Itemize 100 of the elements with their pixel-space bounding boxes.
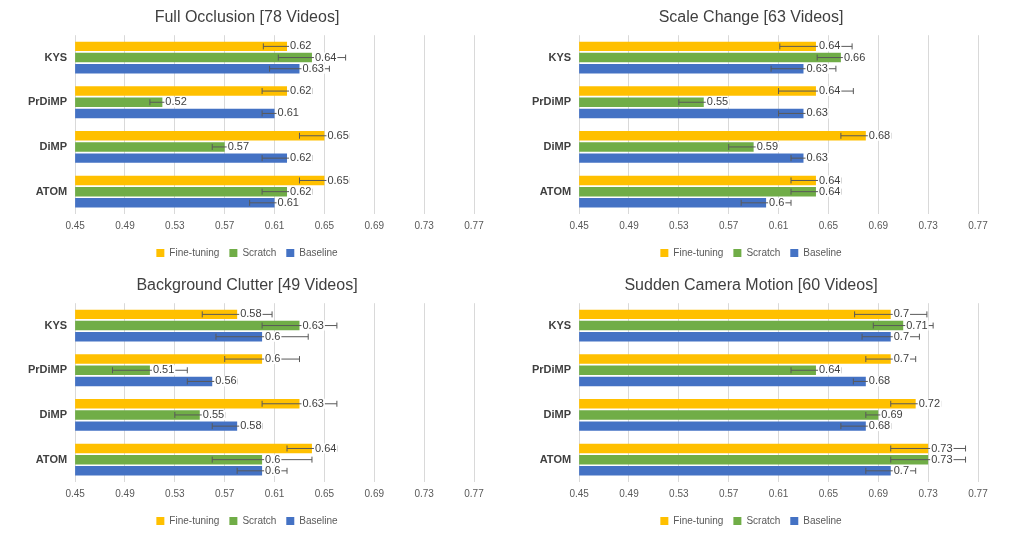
data-label: 0.64 bbox=[314, 50, 337, 63]
x-tick-label: 0.49 bbox=[619, 219, 640, 231]
x-tick-label: 0.45 bbox=[569, 487, 590, 499]
chart-title: Sudden Camera Motion [60 Videos] bbox=[624, 276, 878, 294]
chart-title: Scale Change [63 Videos] bbox=[658, 8, 844, 26]
data-label: 0.58 bbox=[240, 307, 262, 320]
data-label: 0.61 bbox=[277, 195, 299, 208]
data-label: 0.64 bbox=[818, 39, 841, 52]
data-label: 0.64 bbox=[818, 363, 841, 376]
x-tick-label: 0.61 bbox=[264, 219, 285, 231]
y-tick-label: KYS bbox=[548, 50, 572, 63]
x-tick-label: 0.65 bbox=[314, 487, 335, 499]
x-tick-label: 0.53 bbox=[165, 219, 186, 231]
chart-title: Full Occlusion [78 Videos] bbox=[154, 8, 340, 26]
y-tick-label: ATOM bbox=[539, 452, 572, 465]
y-tick-label: DiMP bbox=[39, 139, 68, 152]
x-tick-label: 0.49 bbox=[619, 487, 640, 499]
x-tick-label: 0.65 bbox=[818, 219, 839, 231]
legend-label: Scratch bbox=[746, 514, 781, 526]
x-tick-label: 0.77 bbox=[464, 487, 485, 499]
legend-label: Baseline bbox=[803, 246, 843, 258]
y-tick-label: DiMP bbox=[543, 407, 572, 420]
x-tick-label: 0.49 bbox=[115, 219, 136, 231]
x-tick-label: 0.77 bbox=[968, 219, 989, 231]
data-label: 0.68 bbox=[868, 128, 891, 141]
data-label: 0.55 bbox=[706, 95, 729, 108]
data-label: 0.6 bbox=[265, 329, 281, 342]
legend-label: Scratch bbox=[242, 246, 277, 258]
legend-label: Fine-tuning bbox=[673, 514, 724, 526]
data-label: 0.71 bbox=[906, 318, 928, 331]
data-label: 0.68 bbox=[868, 374, 891, 387]
x-tick-label: 0.57 bbox=[214, 487, 235, 499]
x-tick-label: 0.53 bbox=[165, 487, 186, 499]
data-label: 0.63 bbox=[806, 61, 828, 74]
data-label: 0.64 bbox=[314, 441, 337, 454]
x-tick-label: 0.61 bbox=[264, 487, 285, 499]
y-tick-label: DiMP bbox=[39, 407, 68, 420]
data-label: 0.69 bbox=[881, 407, 903, 420]
data-label: 0.66 bbox=[843, 50, 866, 63]
data-label: 0.7 bbox=[893, 352, 910, 365]
data-label: 0.6 bbox=[265, 463, 281, 476]
x-tick-label: 0.45 bbox=[569, 219, 590, 231]
data-label: 0.63 bbox=[806, 106, 828, 119]
x-tick-label: 0.77 bbox=[968, 487, 989, 499]
data-label: 0.59 bbox=[756, 139, 779, 152]
y-tick-label: ATOM bbox=[35, 452, 68, 465]
y-tick-label: PrDiMP bbox=[531, 95, 572, 108]
data-label: 0.56 bbox=[215, 374, 237, 387]
data-label: 0.73 bbox=[931, 441, 953, 454]
data-label: 0.62 bbox=[290, 184, 312, 197]
data-label: 0.63 bbox=[302, 61, 324, 74]
x-tick-label: 0.65 bbox=[314, 219, 335, 231]
x-tick-label: 0.73 bbox=[918, 487, 939, 499]
legend-label: Fine-tuning bbox=[169, 514, 220, 526]
data-label: 0.63 bbox=[302, 318, 324, 331]
y-tick-label: KYS bbox=[44, 50, 68, 63]
x-tick-label: 0.77 bbox=[464, 219, 485, 231]
data-label: 0.65 bbox=[327, 173, 349, 186]
data-label: 0.57 bbox=[227, 139, 250, 152]
data-label: 0.73 bbox=[931, 452, 953, 465]
x-tick-label: 0.57 bbox=[718, 219, 739, 231]
x-tick-label: 0.73 bbox=[918, 219, 939, 231]
legend-label: Fine-tuning bbox=[169, 246, 220, 258]
data-label: 0.64 bbox=[818, 173, 841, 186]
x-tick-label: 0.69 bbox=[364, 219, 385, 231]
x-tick-label: 0.65 bbox=[818, 487, 839, 499]
x-tick-label: 0.49 bbox=[115, 487, 136, 499]
x-tick-label: 0.45 bbox=[65, 487, 86, 499]
data-label: 0.6 bbox=[769, 195, 785, 208]
data-label: 0.7 bbox=[893, 307, 910, 320]
y-tick-label: PrDiMP bbox=[27, 363, 68, 376]
data-label: 0.7 bbox=[893, 463, 910, 476]
data-label: 0.64 bbox=[818, 184, 841, 197]
x-tick-label: 0.73 bbox=[414, 219, 435, 231]
legend-label: Baseline bbox=[299, 246, 339, 258]
data-label: 0.61 bbox=[277, 106, 299, 119]
data-label: 0.63 bbox=[302, 396, 324, 409]
y-tick-label: ATOM bbox=[35, 184, 68, 197]
legend-label: Fine-tuning bbox=[673, 246, 724, 258]
data-label: 0.68 bbox=[868, 419, 891, 432]
data-label: 0.7 bbox=[893, 329, 910, 342]
legend-label: Baseline bbox=[299, 514, 339, 526]
chart-title: Background Clutter [49 Videos] bbox=[136, 276, 358, 294]
legend-label: Scratch bbox=[746, 246, 781, 258]
x-tick-label: 0.61 bbox=[768, 219, 789, 231]
data-label: 0.58 bbox=[240, 419, 262, 432]
data-label: 0.72 bbox=[918, 396, 941, 409]
data-label: 0.64 bbox=[818, 84, 841, 97]
data-label: 0.55 bbox=[202, 407, 225, 420]
data-label: 0.62 bbox=[290, 84, 312, 97]
data-label: 0.52 bbox=[165, 95, 187, 108]
x-tick-label: 0.45 bbox=[65, 219, 86, 231]
y-tick-label: ATOM bbox=[539, 184, 572, 197]
x-tick-label: 0.57 bbox=[718, 487, 739, 499]
y-tick-label: DiMP bbox=[543, 139, 572, 152]
x-tick-label: 0.61 bbox=[768, 487, 789, 499]
legend-label: Scratch bbox=[242, 514, 277, 526]
y-tick-label: PrDiMP bbox=[531, 363, 572, 376]
x-tick-label: 0.53 bbox=[669, 487, 690, 499]
data-label: 0.63 bbox=[806, 151, 828, 164]
